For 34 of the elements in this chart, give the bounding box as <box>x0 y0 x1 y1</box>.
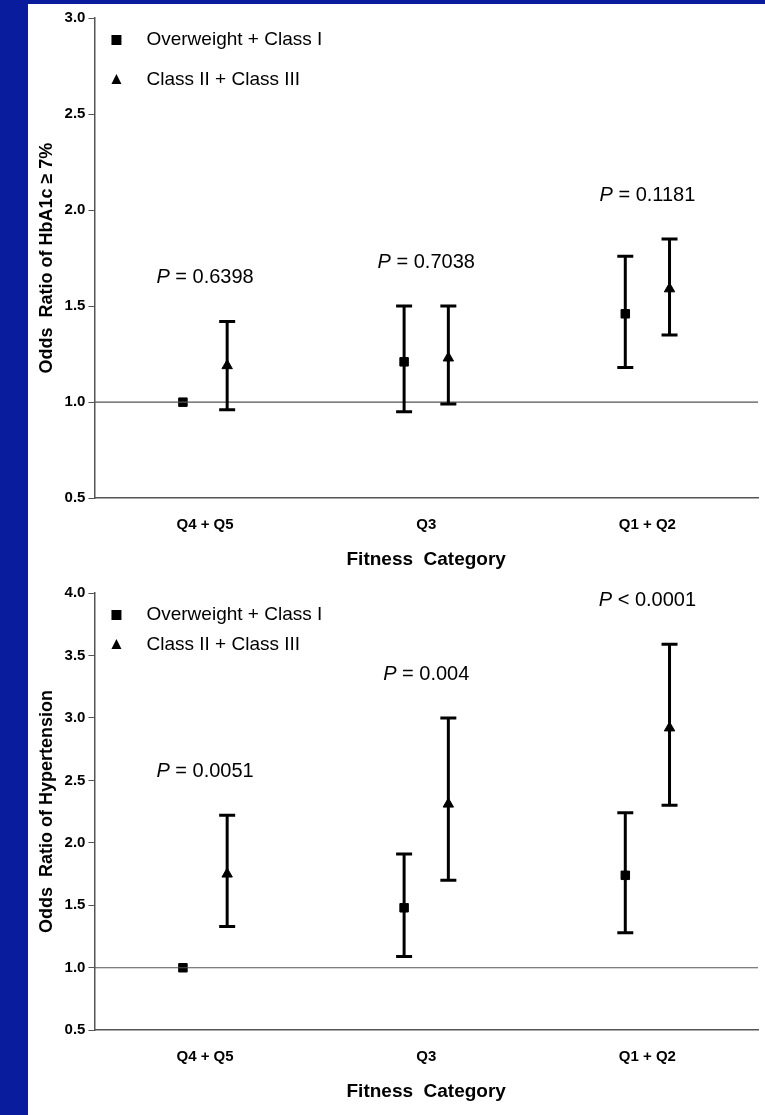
annotation: P = 0.004 <box>383 661 470 684</box>
x-tick-label: Q3 <box>416 1047 437 1065</box>
y-tick-label: 2.0 <box>64 832 86 850</box>
x-axis-title: Fitness Category <box>346 547 507 569</box>
y-tick-label: 3.0 <box>64 8 86 26</box>
annotation: P = 0.7038 <box>377 250 475 273</box>
legend-label: Overweight + Class I <box>146 28 323 50</box>
y-tick-label: 1.0 <box>64 392 86 410</box>
annotation: P = 0.0051 <box>156 759 254 782</box>
x-tick-label: Q4 + Q5 <box>176 515 234 533</box>
y-tick-label: 2.5 <box>64 104 86 122</box>
y-tick-label: 2.5 <box>64 770 86 788</box>
legend-label: Overweight + Class I <box>146 603 323 625</box>
y-tick-label: 1.5 <box>64 895 86 913</box>
y-tick-label: 4.0 <box>64 583 86 601</box>
x-tick-label: Q1 + Q2 <box>618 515 676 533</box>
annotation: P < 0.0001 <box>598 588 697 611</box>
annotation: P = 0.1181 <box>599 182 696 205</box>
x-tick-label: Q4 + Q5 <box>176 1047 234 1065</box>
x-tick-label: Q1 + Q2 <box>618 1047 676 1065</box>
y-tick-label: 1.5 <box>64 296 86 314</box>
y-axis-title: Odds Ratio of HbA1c ≥ 7% <box>35 142 56 374</box>
x-axis-title: Fitness Category <box>346 1079 507 1101</box>
y-tick-label: 1.0 <box>64 957 86 975</box>
x-tick-label: Q3 <box>416 515 437 533</box>
y-tick-label: 0.5 <box>64 488 86 506</box>
y-tick-label: 3.0 <box>64 708 86 726</box>
y-tick-label: 3.5 <box>64 645 86 663</box>
y-tick-label: 0.5 <box>64 1020 86 1038</box>
annotation: P = 0.6398 <box>156 265 254 288</box>
y-tick-label: 2.0 <box>64 200 86 218</box>
legend-label: Class II + Class III <box>146 633 301 655</box>
y-axis-title: Odds Ratio of Hypertension <box>35 690 56 934</box>
legend-label: Class II + Class III <box>146 68 301 90</box>
